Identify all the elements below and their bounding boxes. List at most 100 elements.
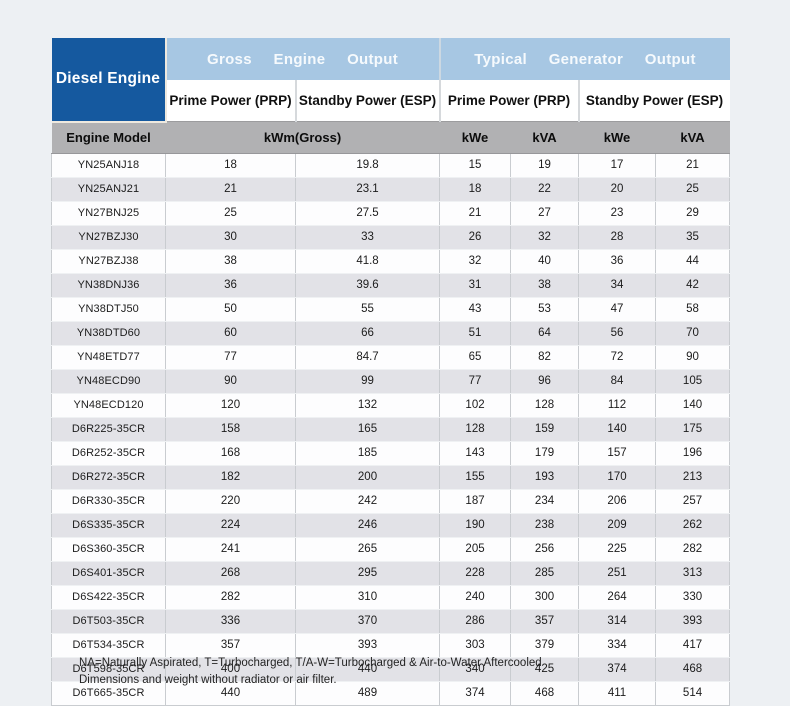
value-cell: 514	[655, 681, 731, 706]
value-cell: 187	[439, 489, 512, 514]
value-cell: 185	[295, 441, 441, 466]
value-cell: 357	[165, 633, 296, 658]
value-cell: 268	[165, 561, 296, 586]
table-row: YN27BZJ38 38 41.8 32 40 36 44	[51, 249, 731, 274]
value-cell: 168	[165, 441, 296, 466]
value-cell: 128	[510, 393, 580, 418]
value-cell: 159	[510, 417, 580, 442]
value-cell: 34	[578, 273, 657, 298]
value-cell: 28	[578, 225, 657, 250]
value-cell: 205	[439, 537, 512, 562]
value-cell: 105	[655, 369, 731, 394]
gross-standby-power-header: Standby Power (ESP)	[295, 80, 441, 122]
engine-model-cell: YN27BNJ25	[51, 201, 166, 226]
engine-model-cell: D6T534-35CR	[51, 633, 166, 658]
value-cell: 82	[510, 345, 580, 370]
standby-kwe-column-header: kWe	[578, 121, 656, 154]
value-cell: 140	[578, 417, 657, 442]
value-cell: 242	[295, 489, 441, 514]
value-cell: 374	[578, 657, 657, 682]
value-cell: 241	[165, 537, 296, 562]
gross-prime-power-header: Prime Power (PRP)	[165, 80, 297, 122]
table-row: D6S335-35CR 224 246 190 238 209 262	[51, 513, 731, 538]
value-cell: 99	[295, 369, 441, 394]
value-cell: 379	[510, 633, 580, 658]
value-cell: 90	[165, 369, 296, 394]
value-cell: 18	[439, 177, 512, 202]
value-cell: 30	[165, 225, 296, 250]
value-cell: 36	[578, 249, 657, 274]
value-cell: 21	[439, 201, 512, 226]
corner-label-diesel-engine: Diesel Engine	[51, 38, 167, 123]
value-cell: 29	[655, 201, 731, 226]
value-cell: 65	[439, 345, 512, 370]
value-cell: 155	[439, 465, 512, 490]
table-row: D6T665-35CR 440 489 374 468 411 514	[51, 681, 731, 706]
value-cell: 39.6	[295, 273, 441, 298]
value-cell: 282	[165, 585, 296, 610]
value-cell: 411	[578, 681, 657, 706]
value-cell: 295	[295, 561, 441, 586]
value-cell: 300	[510, 585, 580, 610]
engine-model-cell: D6S335-35CR	[51, 513, 166, 538]
value-cell: 400	[165, 657, 296, 682]
value-cell: 310	[295, 585, 441, 610]
engine-model-cell: YN38DTD60	[51, 321, 166, 346]
value-cell: 84.7	[295, 345, 441, 370]
value-cell: 112	[578, 393, 657, 418]
value-cell: 265	[295, 537, 441, 562]
value-cell: 128	[439, 417, 512, 442]
value-cell: 31	[439, 273, 512, 298]
engine-model-cell: D6T503-35CR	[51, 609, 166, 634]
value-cell: 58	[655, 297, 731, 322]
value-cell: 246	[295, 513, 441, 538]
prime-kva-column-header: kVA	[510, 121, 579, 154]
prime-kwe-column-header: kWe	[439, 121, 511, 154]
value-cell: 468	[655, 657, 731, 682]
engine-model-cell: D6S360-35CR	[51, 537, 166, 562]
value-cell: 374	[439, 681, 512, 706]
value-cell: 224	[165, 513, 296, 538]
value-cell: 262	[655, 513, 731, 538]
value-cell: 175	[655, 417, 731, 442]
value-cell: 200	[295, 465, 441, 490]
engine-model-cell: YN38DNJ36	[51, 273, 166, 298]
table-row: D6T503-35CR 336 370 286 357 314 393	[51, 609, 731, 634]
value-cell: 179	[510, 441, 580, 466]
value-cell: 32	[510, 225, 580, 250]
value-cell: 64	[510, 321, 580, 346]
engine-model-cell: YN27BZJ38	[51, 249, 166, 274]
value-cell: 393	[295, 633, 441, 658]
value-cell: 19	[510, 153, 580, 178]
table-row: D6S401-35CR 268 295 228 285 251 313	[51, 561, 731, 586]
engine-model-cell: YN48ECD120	[51, 393, 166, 418]
engine-model-cell: YN48ETD77	[51, 345, 166, 370]
value-cell: 170	[578, 465, 657, 490]
engine-model-cell: YN25ANJ21	[51, 177, 166, 202]
value-cell: 228	[439, 561, 512, 586]
value-cell: 209	[578, 513, 657, 538]
value-cell: 70	[655, 321, 731, 346]
value-cell: 132	[295, 393, 441, 418]
typical-prime-power-header: Prime Power (PRP)	[439, 80, 580, 122]
value-cell: 334	[578, 633, 657, 658]
value-cell: 182	[165, 465, 296, 490]
value-cell: 251	[578, 561, 657, 586]
value-cell: 330	[655, 585, 731, 610]
table-row: YN25ANJ21 21 23.1 18 22 20 25	[51, 177, 731, 202]
typical-standby-power-header: Standby Power (ESP)	[578, 80, 730, 122]
engine-model-cell: YN25ANJ18	[51, 153, 166, 178]
value-cell: 47	[578, 297, 657, 322]
table-row: YN27BZJ30 30 33 26 32 28 35	[51, 225, 731, 250]
section-title-gross-engine-output: Gross Engine Output	[165, 38, 441, 80]
value-cell: 35	[655, 225, 731, 250]
table-row: D6R252-35CR 168 185 143 179 157 196	[51, 441, 731, 466]
value-cell: 38	[165, 249, 296, 274]
value-cell: 140	[655, 393, 731, 418]
value-cell: 234	[510, 489, 580, 514]
engine-model-cell: D6R272-35CR	[51, 465, 166, 490]
engine-model-cell: YN27BZJ30	[51, 225, 166, 250]
value-cell: 158	[165, 417, 296, 442]
table-row: D6T534-35CR 357 393 303 379 334 417	[51, 633, 731, 658]
